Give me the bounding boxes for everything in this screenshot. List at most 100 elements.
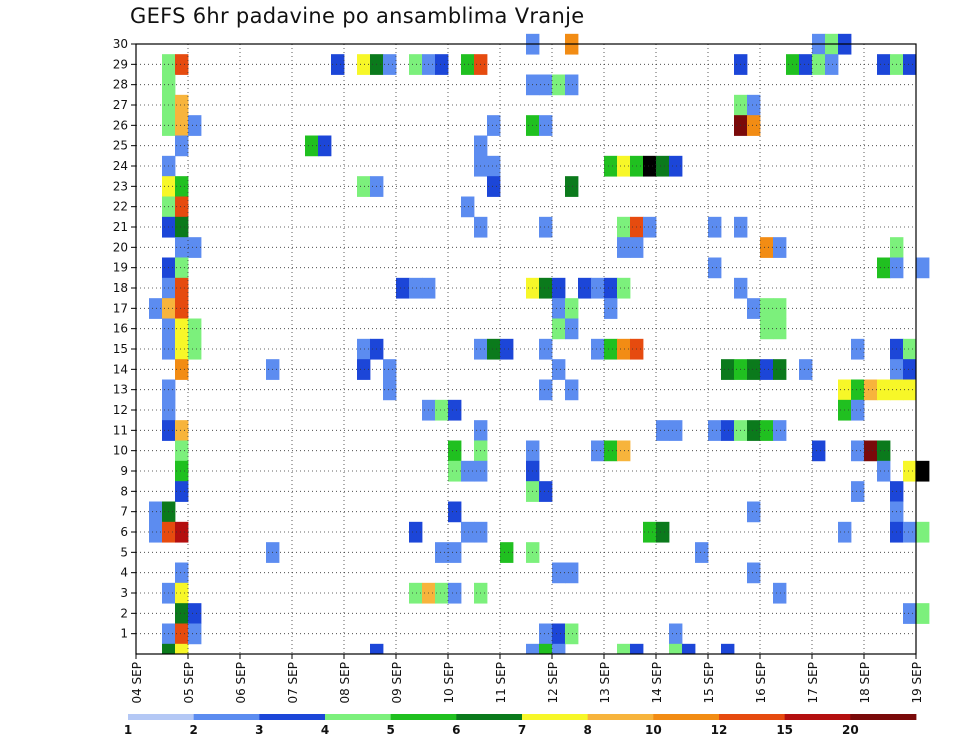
heatmap-cell bbox=[747, 420, 761, 441]
heatmap-cell bbox=[175, 460, 189, 482]
heatmap-cell bbox=[175, 562, 189, 584]
heatmap-cell bbox=[188, 318, 202, 340]
heatmap-cell bbox=[175, 481, 189, 502]
heatmap-cell bbox=[539, 277, 553, 299]
y-tick-label: 16 bbox=[113, 322, 128, 336]
heatmap-cell bbox=[175, 115, 189, 136]
heatmap-cell bbox=[175, 623, 189, 645]
heatmap-cell bbox=[760, 237, 774, 258]
heatmap-cell bbox=[851, 481, 865, 502]
heatmap-cell bbox=[604, 277, 618, 299]
heatmap-cell bbox=[435, 54, 449, 75]
heatmap-cell bbox=[175, 359, 189, 380]
heatmap-cell bbox=[656, 155, 670, 177]
heatmap-cell bbox=[903, 338, 917, 360]
heatmap-cell bbox=[448, 399, 462, 421]
heatmap-cell bbox=[708, 216, 722, 238]
heatmap-cell bbox=[877, 257, 891, 279]
heatmap-cell bbox=[487, 338, 501, 360]
heatmap-cell bbox=[630, 643, 644, 655]
heatmap-cell bbox=[877, 54, 891, 75]
legend-swatch bbox=[587, 714, 654, 720]
heatmap-cell bbox=[617, 440, 631, 462]
heatmap-cell bbox=[877, 440, 891, 462]
heatmap-cell bbox=[565, 562, 579, 584]
heatmap-cell bbox=[916, 603, 930, 624]
heatmap-cell bbox=[500, 338, 514, 360]
heatmap-cell bbox=[799, 54, 813, 75]
x-tick-label: 06 SEP bbox=[234, 662, 248, 704]
legend-label: 6 bbox=[452, 723, 460, 737]
heatmap-cell bbox=[617, 277, 631, 299]
heatmap-cell bbox=[552, 643, 566, 655]
heatmap-cell bbox=[448, 460, 462, 482]
heatmap-cell bbox=[565, 176, 579, 197]
heatmap-cell bbox=[903, 54, 917, 75]
heatmap-cell bbox=[175, 298, 189, 319]
heatmap-cell bbox=[760, 318, 774, 340]
heatmap-cell bbox=[903, 603, 917, 624]
heatmap-cell bbox=[188, 338, 202, 360]
heatmap-cell bbox=[175, 521, 189, 543]
legend-swatch bbox=[128, 714, 195, 720]
heatmap-cell bbox=[448, 440, 462, 462]
heatmap-cell bbox=[383, 359, 397, 380]
heatmap-cell bbox=[539, 643, 553, 655]
heatmap-cell bbox=[747, 94, 761, 116]
heatmap-cell bbox=[370, 643, 384, 655]
y-tick-label: 2 bbox=[120, 606, 128, 620]
heatmap-cell bbox=[487, 115, 501, 136]
y-tick-label: 19 bbox=[113, 261, 128, 275]
heatmap-cell bbox=[773, 298, 787, 319]
heatmap-cell bbox=[604, 440, 618, 462]
heatmap-cell bbox=[175, 94, 189, 116]
heatmap-cell bbox=[760, 298, 774, 319]
heatmap-cell bbox=[552, 298, 566, 319]
heatmap-cell bbox=[565, 74, 579, 96]
legend-swatch bbox=[193, 714, 260, 720]
legend-label: 2 bbox=[189, 723, 197, 737]
y-tick-label: 5 bbox=[120, 545, 128, 559]
heatmap-cell bbox=[383, 54, 397, 75]
legend-swatch bbox=[390, 714, 457, 720]
heatmap-cell bbox=[383, 379, 397, 401]
y-tick-label: 12 bbox=[113, 403, 128, 417]
heatmap-cell bbox=[851, 338, 865, 360]
heatmap-cell bbox=[539, 338, 553, 360]
heatmap-cell bbox=[591, 338, 605, 360]
legend-label: 4 bbox=[321, 723, 329, 737]
heatmap-cell bbox=[175, 440, 189, 462]
legend-swatch bbox=[653, 714, 720, 720]
legend: 1 2 3 4 5 6 7 8 10 12 15 20 bbox=[124, 714, 917, 737]
heatmap-cell bbox=[357, 176, 371, 197]
heatmap-cell bbox=[721, 643, 735, 655]
heatmap-cell bbox=[656, 420, 670, 441]
heatmap-cell bbox=[565, 379, 579, 401]
heatmap-cell bbox=[617, 155, 631, 177]
heatmap-cell bbox=[617, 338, 631, 360]
y-tick-label: 7 bbox=[120, 505, 128, 519]
heatmap-cell bbox=[617, 237, 631, 258]
heatmap-cell bbox=[864, 379, 878, 401]
x-tick-label: 04 SEP bbox=[130, 662, 144, 704]
heatmap-cell bbox=[721, 420, 735, 441]
y-tick-label: 24 bbox=[113, 159, 128, 173]
x-tick-label: 07 SEP bbox=[286, 662, 300, 704]
heatmap-cell bbox=[331, 54, 345, 75]
x-tick-label: 12 SEP bbox=[546, 662, 560, 704]
heatmap-cell bbox=[695, 542, 709, 563]
heatmap-cell bbox=[552, 277, 566, 299]
heatmap-cell bbox=[448, 542, 462, 563]
x-tick-label: 11 SEP bbox=[494, 662, 508, 704]
heatmap-cell bbox=[682, 643, 696, 655]
x-tick-label: 15 SEP bbox=[702, 662, 716, 704]
heatmap-cell bbox=[552, 74, 566, 96]
legend-swatch bbox=[456, 714, 523, 720]
heatmap-cell bbox=[188, 623, 202, 645]
heatmap-cell bbox=[604, 155, 618, 177]
heatmap-cell bbox=[175, 420, 189, 441]
heatmap-cell bbox=[565, 318, 579, 340]
heatmap-cell bbox=[747, 359, 761, 380]
x-tick-label: 05 SEP bbox=[182, 662, 196, 704]
x-tick-label: 14 SEP bbox=[650, 662, 664, 704]
